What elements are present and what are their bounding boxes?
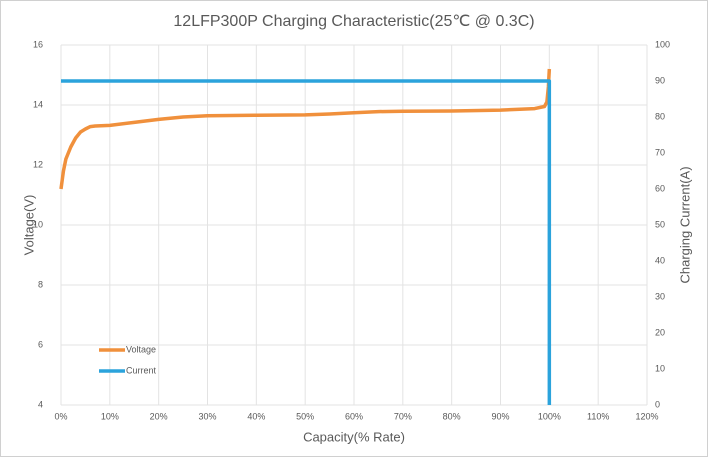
- x-tick-label: 50%: [296, 411, 314, 421]
- x-tick-label: 30%: [198, 411, 216, 421]
- y2-tick-label: 40: [655, 255, 665, 265]
- y-tick-label: 6: [38, 339, 43, 349]
- x-tick-label: 120%: [635, 411, 658, 421]
- x-tick-label: 0%: [54, 411, 67, 421]
- x-tick-label: 60%: [345, 411, 363, 421]
- y-axis-label: Voltage(V): [21, 195, 36, 256]
- x-tick-label: 110%: [587, 411, 609, 421]
- y-tick-label: 16: [33, 39, 43, 49]
- y2-tick-label: 0: [655, 399, 660, 409]
- x-tick-label: 90%: [491, 411, 509, 421]
- x-tick-label: 40%: [247, 411, 265, 421]
- x-tick-label: 80%: [443, 411, 461, 421]
- legend-label: Current: [126, 365, 157, 375]
- y2-tick-label: 50: [655, 219, 665, 229]
- x-tick-label: 10%: [101, 411, 119, 421]
- y-tick-label: 12: [33, 159, 43, 169]
- y2-tick-label: 70: [655, 147, 665, 157]
- line-series: [61, 79, 552, 405]
- y2-axis-label: Charging Current(A): [677, 166, 692, 283]
- x-tick-label: 100%: [538, 411, 561, 421]
- y2-tick-label: 10: [655, 363, 665, 373]
- y-tick-label: 14: [33, 99, 43, 109]
- line-series: [59, 68, 552, 190]
- x-tick-label: 20%: [150, 411, 168, 421]
- y2-tick-label: 30: [655, 291, 665, 301]
- x-axis-label: Capacity(% Rate): [303, 429, 405, 444]
- y-tick-label: 10: [33, 219, 43, 229]
- y-tick-label: 8: [38, 279, 43, 289]
- x-tick-label: 70%: [394, 411, 412, 421]
- y2-tick-label: 20: [655, 327, 665, 337]
- y2-tick-label: 80: [655, 111, 665, 121]
- legend-label: Voltage: [126, 344, 156, 354]
- y2-tick-label: 100: [655, 39, 670, 49]
- y-tick-label: 4: [38, 399, 43, 409]
- y2-tick-label: 90: [655, 75, 665, 85]
- chart-title: 12LFP300P Charging Characteristic(25℃ @ …: [173, 13, 534, 30]
- y2-tick-label: 60: [655, 183, 665, 193]
